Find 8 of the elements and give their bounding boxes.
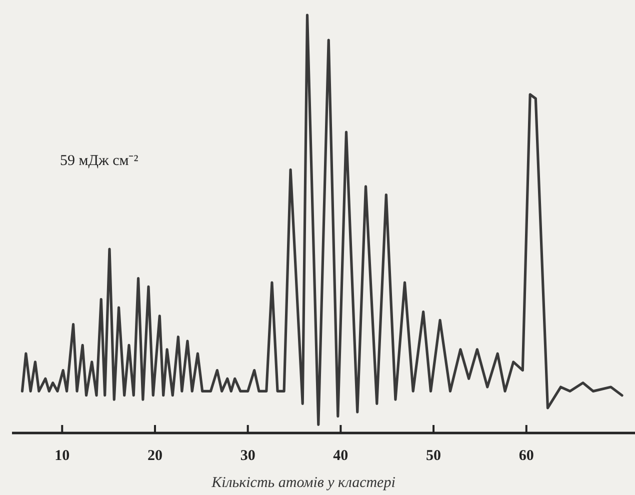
x-tick-label: 50 [426,448,442,464]
x-tick-label: 60 [518,448,534,464]
x-tick-label: 20 [147,448,162,464]
annotation: 59 мДж см⁻² [60,153,139,169]
x-tick-label: 10 [54,448,70,464]
x-tick-label: 30 [240,448,256,464]
x-axis-title: Кількість атомів у кластері [210,475,396,491]
x-tick-label: 40 [333,448,348,464]
